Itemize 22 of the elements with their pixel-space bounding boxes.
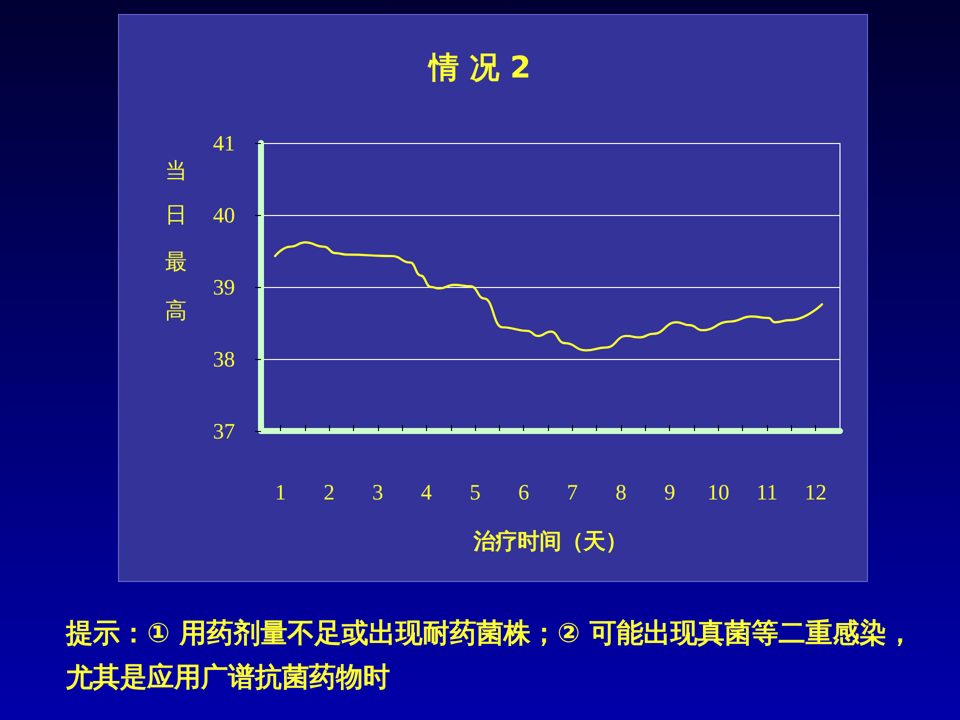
line-series — [274, 241, 824, 352]
y-tick-label: 41 — [213, 130, 235, 156]
x-tick-label: 3 — [372, 480, 384, 504]
x-tick-label: 4 — [420, 480, 432, 504]
x-tick-label: 5 — [470, 480, 481, 504]
y-tick-label: 39 — [213, 274, 235, 300]
x-axis-title: 治疗时间（天） — [472, 530, 628, 554]
x-tick-label: 8 — [616, 480, 627, 504]
y-tick-label: 37 — [213, 418, 235, 444]
y-tick-label: 38 — [213, 346, 235, 372]
chart-title: 情 况 2 — [427, 50, 531, 86]
y-axis-title: 当日最高 — [162, 142, 189, 326]
x-tick-label: 10 — [707, 480, 730, 504]
x-tick-label: 7 — [566, 480, 578, 504]
text: 提示：① 用药剂量不足或出现耐药菌株；② 可能出现真菌等二重感染，尤其是应用广谱抗菌药物时 — [66, 617, 915, 695]
x-tick-label: 12 — [804, 480, 827, 504]
x-tick-label: 11 — [756, 480, 778, 504]
x-tick-label: 1 — [274, 480, 286, 504]
x-tick-label: 2 — [324, 480, 335, 504]
x-tick-label: 9 — [664, 480, 676, 504]
y-tick-label: 40 — [213, 202, 235, 228]
x-tick-label: 6 — [518, 480, 530, 504]
